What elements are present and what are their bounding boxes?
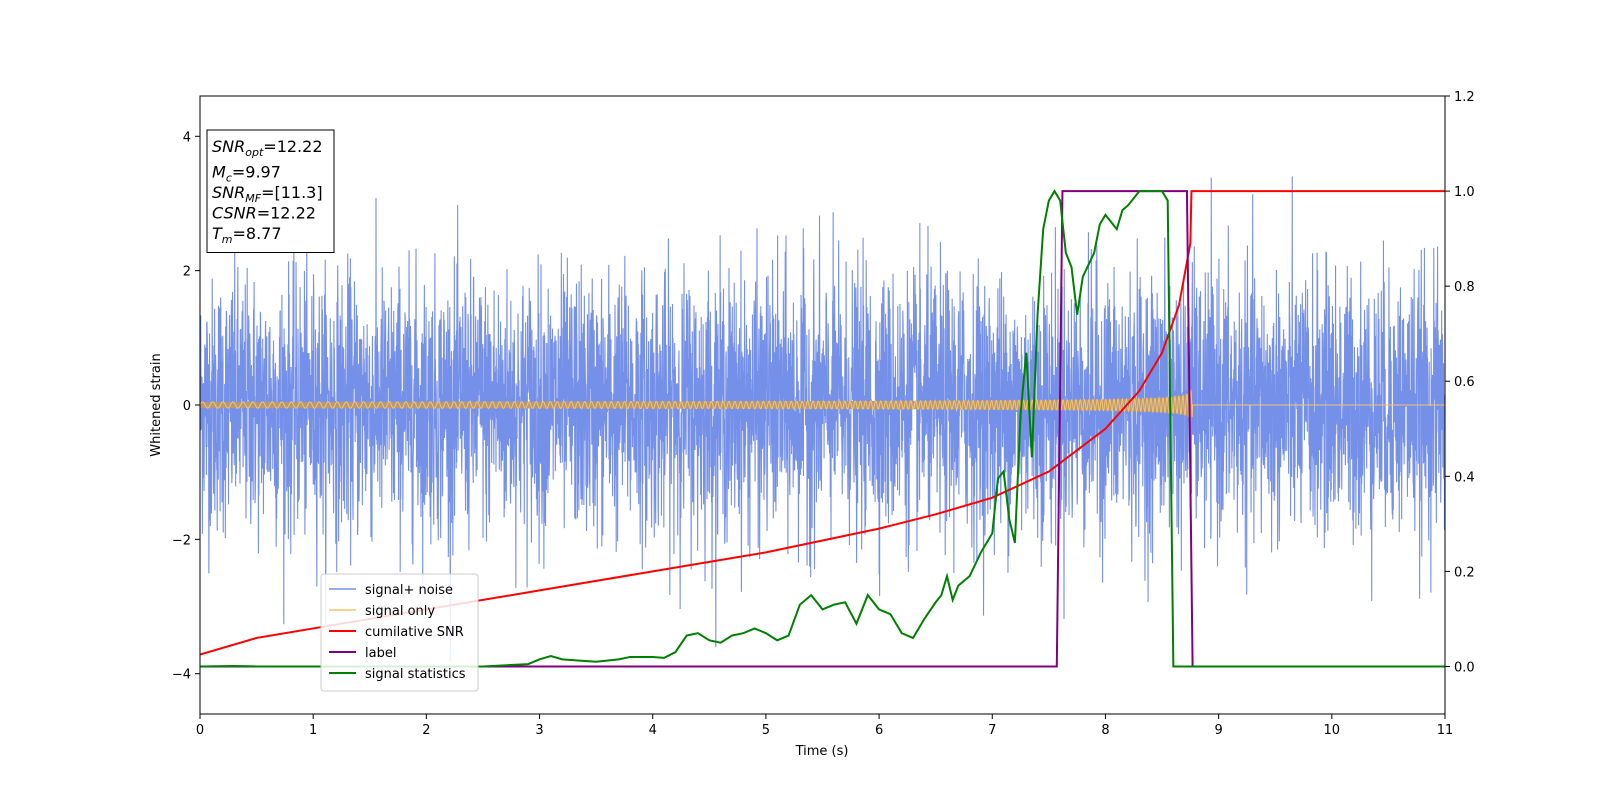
x-tick-label: 4 — [649, 723, 657, 738]
x-tick-label: 0 — [196, 723, 204, 738]
annotation-symbol: T — [212, 224, 223, 243]
legend-label: label — [365, 646, 396, 661]
x-tick-label: 9 — [1214, 723, 1222, 738]
annotation-subscript: m — [222, 233, 233, 246]
annotation-symbol: M — [212, 163, 226, 182]
legend-label: cumilative SNR — [365, 625, 464, 640]
annotation-box: SNRopt=12.22Mc=9.97SNRMF=[11.3]CSNR=12.2… — [206, 129, 335, 253]
y-tick-label: −2 — [172, 533, 191, 548]
legend: signal+ noise signal only cumilative SNR la… — [320, 573, 479, 692]
x-tick-label: 10 — [1324, 723, 1341, 738]
series-signal-only-envelope — [200, 388, 1193, 422]
y-tick-label: 4 — [183, 130, 191, 145]
annotation-value: =12.22 — [263, 137, 322, 156]
x-tick-label: 3 — [535, 723, 543, 738]
annotation-subscript: MF — [245, 192, 261, 205]
y2-tick-label: 0.2 — [1454, 565, 1475, 580]
annotation-subscript: c — [226, 172, 232, 185]
annotation-line: CSNR=12.22 — [212, 204, 316, 223]
annotation-subscript: opt — [245, 146, 264, 159]
x-tick-label: 5 — [762, 723, 770, 738]
legend-label: signal+ noise — [365, 583, 453, 598]
annotation-line: SNRMF=[11.3] — [212, 183, 323, 205]
annotation-value: =12.22 — [257, 204, 316, 223]
x-axis-label: Time (s) — [795, 744, 849, 759]
y2-tick-label: 1.2 — [1454, 90, 1475, 105]
x-tick-label: 8 — [1101, 723, 1109, 738]
y2-tick-label: 0.6 — [1454, 375, 1475, 390]
annotation-line: Tm=8.77 — [212, 224, 282, 246]
annotation-value: =8.77 — [233, 224, 282, 243]
annotation-symbol: SNR — [212, 183, 245, 202]
annotation-symbol: CSNR — [212, 204, 257, 223]
legend-label: signal statistics — [365, 667, 466, 682]
x-tick-label: 1 — [309, 723, 317, 738]
x-tick-label: 6 — [875, 723, 883, 738]
y2-tick-label: 0.8 — [1454, 280, 1475, 295]
y-axis-label: Whitened strain — [149, 353, 164, 456]
x-tick-label: 2 — [422, 723, 430, 738]
series-signal-noise-line — [200, 176, 1445, 662]
y2-tick-label: 0.0 — [1454, 660, 1475, 675]
series-signal-statistics-line — [200, 189, 1445, 668]
annotation-line: SNRopt=12.22 — [212, 137, 323, 159]
x-tick-label: 7 — [988, 723, 996, 738]
y2-tick-label: 1.0 — [1454, 185, 1475, 200]
annotation-symbol: SNR — [212, 137, 245, 156]
annotation-value: =9.97 — [232, 163, 281, 182]
annotation-line: Mc=9.97 — [212, 163, 281, 185]
y2-tick-label: 0.4 — [1454, 470, 1475, 485]
series-signal-only-line — [200, 388, 1445, 418]
y-tick-label: −4 — [172, 668, 191, 683]
annotation-value: =[11.3] — [261, 183, 323, 202]
y-tick-label: 2 — [183, 265, 191, 280]
x-tick-label: 11 — [1437, 723, 1454, 738]
annotation-box-frame — [206, 129, 335, 253]
legend-frame — [320, 573, 479, 692]
axes-layer: 0 1 2 3 4 5 6 7 8 9 10 11 4 2 0 −2 −4 1.2 1.0 0.8 0.6 0.4 0.2 0… — [172, 90, 1475, 738]
y-tick-label: 0 — [183, 399, 191, 414]
legend-label: signal only — [365, 604, 435, 619]
